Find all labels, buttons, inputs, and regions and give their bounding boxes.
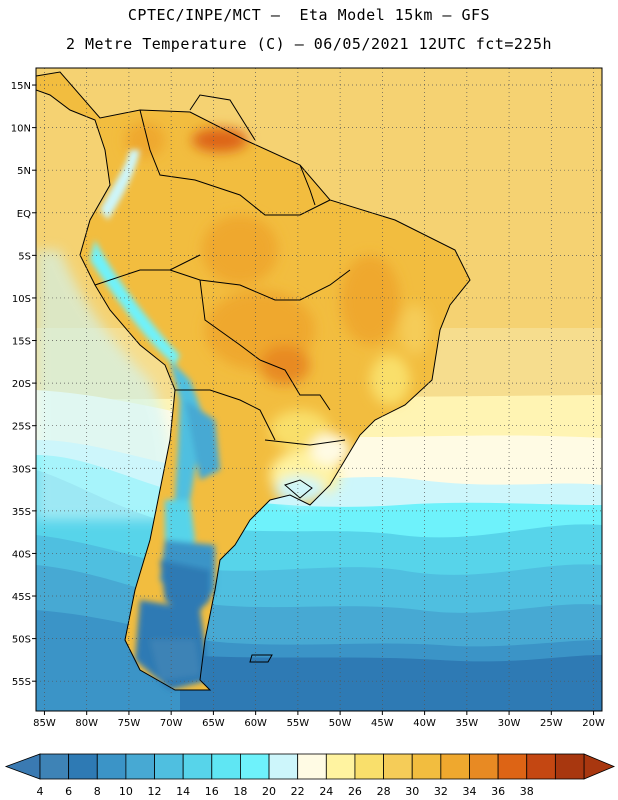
colorbar-label: 26 xyxy=(348,785,362,798)
colorbar-label: 24 xyxy=(319,785,333,798)
colorbar-label: 36 xyxy=(491,785,505,798)
colorbar-low-arrow xyxy=(4,753,41,780)
colorbar-label: 30 xyxy=(405,785,419,798)
lat-tick-label: 5N xyxy=(17,166,31,177)
colorbar-label: 4 xyxy=(37,785,44,798)
lon-tick-label: 35W xyxy=(456,718,479,729)
temperature-field xyxy=(36,68,602,711)
lat-tick-label: 25S xyxy=(12,422,31,433)
colorbar-label: 38 xyxy=(520,785,534,798)
map-title-line1: CPTEC/INPE/MCT – Eta Model 15km – GFS xyxy=(127,6,491,24)
lat-tick-label: 55S xyxy=(12,677,31,688)
colorbar-label: 14 xyxy=(176,785,190,798)
colorbar-swatch xyxy=(68,753,98,780)
lon-tick-label: 85W xyxy=(33,718,56,729)
colorbar-swatch xyxy=(39,753,70,780)
lon-tick-label: 45W xyxy=(371,718,394,729)
colorbar-swatch xyxy=(182,753,213,780)
colorbar-label: 20 xyxy=(262,785,276,798)
lat-tick-label: 30S xyxy=(12,464,31,475)
lon-tick-label: 80W xyxy=(75,718,98,729)
lat-tick-label: 35S xyxy=(12,507,31,518)
lat-tick-label: 10N xyxy=(11,124,31,135)
lat-tick-label: 15N xyxy=(11,81,31,92)
colorbar-label: 22 xyxy=(291,785,305,798)
colorbar-swatch xyxy=(154,753,184,780)
colorbar-swatch xyxy=(268,753,299,780)
lon-tick-label: 75W xyxy=(118,718,141,729)
lon-tick-label: 55W xyxy=(287,718,310,729)
colorbar-swatch xyxy=(469,753,499,780)
colorbar-swatch xyxy=(325,753,356,780)
colorbar-label: 34 xyxy=(462,785,476,798)
lon-tick-label: 60W xyxy=(244,718,267,729)
colorbar-swatch xyxy=(211,753,241,780)
lon-tick-label: 50W xyxy=(329,718,352,729)
colorbar-label: 16 xyxy=(205,785,219,798)
colorbar-high-arrow xyxy=(583,753,616,780)
lat-tick-label: 50S xyxy=(12,635,31,646)
longitude-axis: 85W 80W 75W 70W 65W 60W 55W 50W 45W 40W 35W 30W 25W 2… xyxy=(33,711,605,729)
colorbar-label: 6 xyxy=(65,785,72,798)
colorbar-swatch xyxy=(526,753,556,780)
colorbar-label: 18 xyxy=(233,785,247,798)
colorbar-swatch xyxy=(440,753,470,780)
colorbar-label: 28 xyxy=(377,785,391,798)
lat-tick-label: 5S xyxy=(18,251,31,262)
colorbar-swatch xyxy=(297,753,327,780)
colorbar-label: 8 xyxy=(94,785,101,798)
lon-tick-label: 20W xyxy=(582,718,605,729)
lon-tick-label: 30W xyxy=(498,718,521,729)
map-frame xyxy=(35,67,603,712)
lat-tick-label: 15S xyxy=(12,337,31,348)
colorbar-swatch xyxy=(240,753,270,780)
colorbar-swatch xyxy=(96,753,127,780)
lat-tick-label: 40S xyxy=(12,549,31,560)
colorbar-label: 12 xyxy=(148,785,162,798)
colorbar-swatch xyxy=(125,753,155,780)
colorbar-swatch xyxy=(497,753,528,780)
colorbar-swatch xyxy=(383,753,413,780)
map-title-line2: 2 Metre Temperature (C) – 06/05/2021 12U… xyxy=(65,35,553,53)
lon-tick-label: 40W xyxy=(413,718,436,729)
latitude-axis: 15N 10N 5N EQ 5S 10S 15S 20S 25S 30S 35S 40S 45S 50S 5… xyxy=(11,81,36,688)
lon-tick-label: 70W xyxy=(160,718,183,729)
colorbar-label: 10 xyxy=(119,785,133,798)
lat-tick-label: 10S xyxy=(12,294,31,305)
lon-tick-label: 25W xyxy=(540,718,563,729)
colorbar-swatch xyxy=(411,753,442,780)
lat-tick-label: EQ xyxy=(17,209,31,220)
temperature-colorbar: 4 6 8 10 12 14 16 18 20 22 24 26 28 30 32 34 36 38 xyxy=(4,753,616,798)
lat-tick-label: 45S xyxy=(12,592,31,603)
colorbar-swatch xyxy=(554,753,585,780)
lat-tick-label: 20S xyxy=(12,379,31,390)
lon-tick-label: 65W xyxy=(202,718,225,729)
colorbar-swatch xyxy=(354,753,384,780)
colorbar-label: 32 xyxy=(434,785,448,798)
